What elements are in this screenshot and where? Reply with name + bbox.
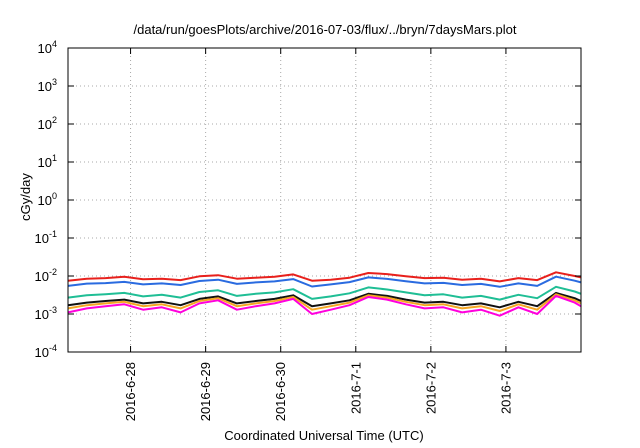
y-tick-label: 104 bbox=[38, 39, 57, 56]
axis-ticks bbox=[68, 47, 581, 353]
series-line-3 bbox=[67, 285, 582, 301]
y-tick-label: 10-4 bbox=[35, 343, 57, 360]
series-line-2 bbox=[67, 275, 582, 288]
y-axis-title: cGy/day bbox=[18, 173, 33, 221]
x-axis-title: Coordinated Universal Time (UTC) bbox=[224, 428, 423, 443]
y-tick-label: 101 bbox=[38, 153, 57, 170]
chart-title: /data/run/goesPlots/archive/2016-07-03/f… bbox=[134, 22, 517, 37]
y-tick-label: 10-3 bbox=[35, 305, 57, 322]
series-line-6 bbox=[67, 294, 582, 317]
y-tick-label: 10-1 bbox=[35, 229, 57, 246]
x-tick-label: 2016-6-28 bbox=[123, 362, 138, 421]
y-tick-labels: 10-4 10-3 10-2 10-1 100 101 102 103 104 bbox=[35, 39, 57, 360]
data-series bbox=[67, 271, 582, 317]
series-line-5 bbox=[67, 293, 582, 312]
grid-lines bbox=[68, 47, 581, 353]
x-tick-labels: 2016-6-28 2016-6-29 2016-6-30 2016-7-1 2016-… bbox=[123, 362, 513, 421]
x-tick-label: 2016-7-1 bbox=[348, 362, 363, 414]
y-tick-label: 10-2 bbox=[35, 267, 57, 284]
x-tick-label: 2016-7-2 bbox=[423, 362, 438, 414]
x-tick-label: 2016-6-30 bbox=[273, 362, 288, 421]
y-tick-label: 103 bbox=[38, 77, 57, 94]
x-tick-label: 2016-6-29 bbox=[198, 362, 213, 421]
series-line-4 bbox=[67, 291, 582, 309]
y-tick-label: 102 bbox=[38, 115, 57, 132]
x-tick-label: 2016-7-3 bbox=[498, 362, 513, 414]
series-line-1 bbox=[67, 271, 582, 283]
y-tick-label: 100 bbox=[38, 191, 57, 208]
